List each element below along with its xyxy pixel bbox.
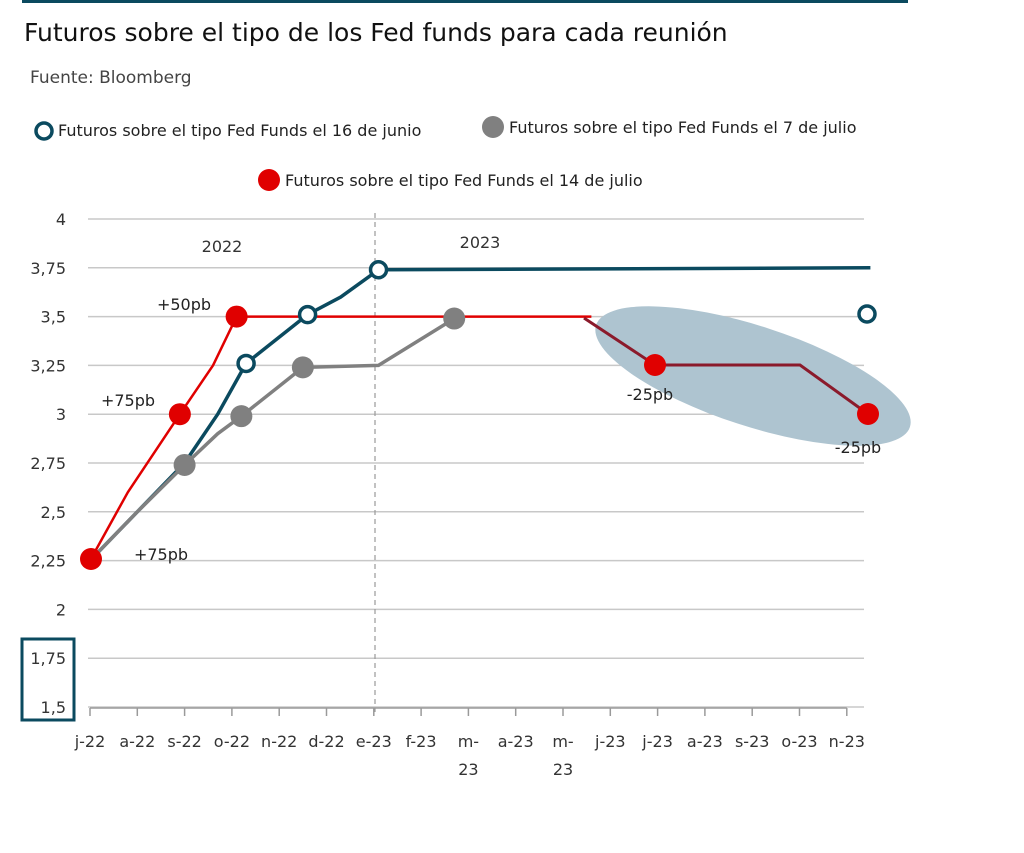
marker-14-julio bbox=[168, 403, 191, 426]
axis-highlight-box bbox=[20, 637, 76, 722]
x-tick-label: e-23 bbox=[356, 732, 392, 751]
x-tick-label: j-23 bbox=[594, 732, 626, 751]
legend-label-7-julio: Futuros sobre el tipo Fed Funds el 7 de … bbox=[509, 118, 856, 137]
y-tick-label: 2 bbox=[56, 600, 66, 619]
y-tick-label: 3 bbox=[56, 405, 66, 424]
x-tick-label: m-23 bbox=[552, 732, 573, 779]
x-tick-label: o-22 bbox=[214, 732, 250, 751]
legend: Futuros sobre el tipo Fed Funds el 16 de… bbox=[34, 116, 856, 191]
y-tick-label: 3,5 bbox=[41, 308, 66, 327]
y-tick-label: 2,25 bbox=[30, 552, 66, 571]
marker-16-junio-end bbox=[857, 304, 877, 324]
annotation-plus50: +50pb bbox=[157, 295, 211, 314]
y-axis-labels: 4 3,75 3,5 3,25 3 2,75 2,5 2,25 2 1,75 1,5 bbox=[30, 210, 66, 717]
legend-marker-16-junio bbox=[34, 121, 54, 141]
x-tick-label: n-22 bbox=[261, 732, 297, 751]
legend-label-16-junio: Futuros sobre el tipo Fed Funds el 16 de… bbox=[58, 121, 421, 140]
marker-7-julio bbox=[443, 307, 466, 330]
x-axis: j-22 a-22 s-22 o-22 n-22 d-22 e-23 f-23 m-23 a-23… bbox=[74, 707, 865, 779]
marker-14-julio-cut-1 bbox=[644, 354, 666, 376]
x-tick-label: a-23 bbox=[687, 732, 723, 751]
x-tick-label: s-23 bbox=[735, 732, 769, 751]
chart-source: Fuente: Bloomberg bbox=[30, 68, 192, 88]
y-tick-label: 4 bbox=[56, 210, 66, 229]
chart-title: Futuros sobre el tipo de los Fed funds p… bbox=[24, 18, 728, 47]
legend-label-14-julio: Futuros sobre el tipo Fed Funds el 14 de… bbox=[285, 171, 643, 190]
x-tick-label: a-22 bbox=[119, 732, 155, 751]
marker-7-julio bbox=[291, 356, 314, 379]
marker-14-julio bbox=[225, 305, 248, 328]
marker-16-junio bbox=[368, 260, 389, 280]
marker-7-julio bbox=[230, 405, 253, 428]
x-tick-label: a-23 bbox=[498, 732, 534, 751]
y-tick-label: 3,75 bbox=[30, 259, 66, 278]
x-tick-label: d-22 bbox=[308, 732, 344, 751]
y-tick-label: 1,75 bbox=[30, 649, 66, 668]
marker-start bbox=[80, 548, 102, 570]
y-tick-label: 2,5 bbox=[41, 503, 66, 522]
year-label-2022: 2022 bbox=[202, 237, 243, 256]
x-tick-label: f-23 bbox=[406, 732, 437, 751]
gridlines bbox=[88, 218, 864, 708]
marker-16-junio bbox=[297, 304, 318, 325]
marker-16-junio bbox=[236, 353, 256, 374]
x-tick-label: m-23 bbox=[458, 732, 479, 779]
year-label-2023: 2023 bbox=[460, 233, 501, 252]
series-markers bbox=[168, 260, 466, 476]
x-tick-label: o-23 bbox=[781, 732, 817, 751]
x-tick-label: n-23 bbox=[829, 732, 865, 751]
annotation-minus25-a: -25pb bbox=[627, 385, 673, 404]
x-tick-label: j-23 bbox=[641, 732, 673, 751]
marker-14-julio-cut-2 bbox=[857, 403, 879, 425]
x-tick-label: s-22 bbox=[167, 732, 201, 751]
annotation-minus25-b: -25pb bbox=[835, 438, 881, 457]
marker-7-julio bbox=[173, 453, 196, 476]
series-line-7-julio bbox=[88, 317, 456, 562]
annotation-plus75-a: +75pb bbox=[101, 391, 155, 410]
top-rule bbox=[22, 0, 908, 3]
y-tick-label: 2,75 bbox=[30, 454, 66, 473]
y-tick-label: 3,25 bbox=[30, 356, 66, 375]
annotation-plus75-b: +75pb bbox=[134, 545, 188, 564]
highlight-ellipse bbox=[595, 306, 911, 446]
legend-marker-14-julio bbox=[258, 169, 280, 191]
legend-marker-7-julio bbox=[482, 116, 504, 138]
x-tick-label: j-22 bbox=[74, 732, 106, 751]
y-tick-label: 1,5 bbox=[41, 698, 66, 717]
series-14-julio-cut-segment bbox=[583, 316, 869, 416]
series-line-14-julio bbox=[88, 315, 592, 562]
